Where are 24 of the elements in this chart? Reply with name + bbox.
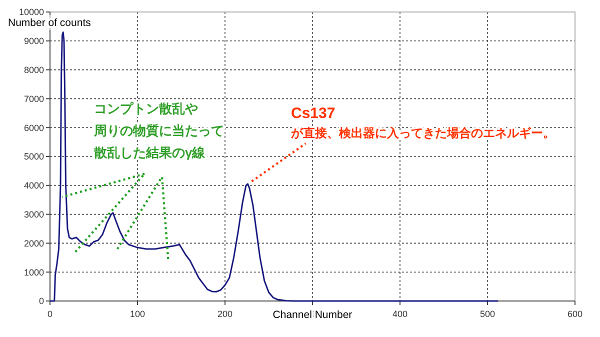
annotation: 周りの物質に当たって bbox=[93, 123, 224, 138]
x-tick-label: 400 bbox=[392, 309, 408, 319]
y-tick-label: 1000 bbox=[24, 267, 44, 278]
x-tick-label: 100 bbox=[130, 309, 146, 319]
y-tick-label: 4000 bbox=[24, 180, 44, 191]
y-tick-label: 7000 bbox=[24, 94, 44, 104]
y-tick-label: 10000 bbox=[18, 7, 44, 18]
annotation: コンプトン散乱や bbox=[94, 101, 198, 116]
x-tick-label: 200 bbox=[217, 309, 233, 319]
annotation: Cs137 bbox=[291, 105, 336, 122]
x-tick-label: 600 bbox=[567, 309, 583, 319]
y-axis-title: Number of counts bbox=[8, 17, 91, 29]
y-tick-label: 6000 bbox=[24, 122, 44, 133]
y-tick-label: 0 bbox=[38, 296, 44, 306]
x-tick-label: 500 bbox=[480, 309, 496, 319]
annotation: 散乱した結果のγ線 bbox=[93, 145, 206, 160]
annotation: が直接、検出器に入ってきた場合のエネルギー。 bbox=[290, 126, 555, 140]
x-axis-title: Channel Number bbox=[272, 309, 353, 321]
y-tick-label: 9000 bbox=[24, 36, 44, 46]
y-tick-label: 3000 bbox=[24, 209, 44, 220]
y-tick-label: 2000 bbox=[24, 238, 44, 248]
y-tick-label: 5000 bbox=[24, 152, 44, 162]
y-tick-label: 8000 bbox=[24, 64, 44, 75]
x-tick-label: 0 bbox=[47, 309, 53, 319]
